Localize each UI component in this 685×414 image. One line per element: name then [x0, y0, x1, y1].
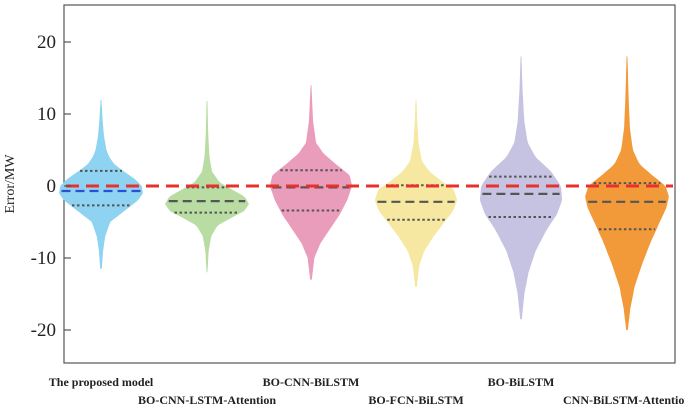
violin-body	[59, 99, 143, 269]
x-category-label: CNN-BiLSTM-Attention	[563, 393, 685, 407]
plot-frame	[63, 4, 676, 364]
y-tick-label: -20	[31, 320, 56, 341]
y-axis: 20 10 0 -10 -20	[31, 32, 71, 341]
x-category-label: The proposed model	[49, 375, 154, 389]
y-axis-title: Error/MW	[3, 154, 18, 214]
violin-body	[375, 99, 457, 287]
x-category-label: BO-CNN-BiLSTM	[263, 375, 360, 389]
x-category-label: BO-FCN-BiLSTM	[368, 393, 463, 407]
x-axis-labels: The proposed model BO-CNN-LSTM-Attention B…	[49, 375, 685, 407]
y-tick-label: 20	[37, 32, 56, 53]
y-tick-label: 0	[47, 176, 57, 197]
violin-group	[59, 56, 669, 331]
violin-body	[270, 85, 352, 280]
violin-body	[585, 56, 669, 331]
x-category-label: BO-BiLSTM	[488, 375, 555, 389]
y-tick-label: 10	[37, 104, 56, 125]
x-category-label: BO-CNN-LSTM-Attention	[138, 393, 276, 407]
y-tick-label: -10	[31, 248, 56, 269]
violin-body	[479, 56, 563, 320]
